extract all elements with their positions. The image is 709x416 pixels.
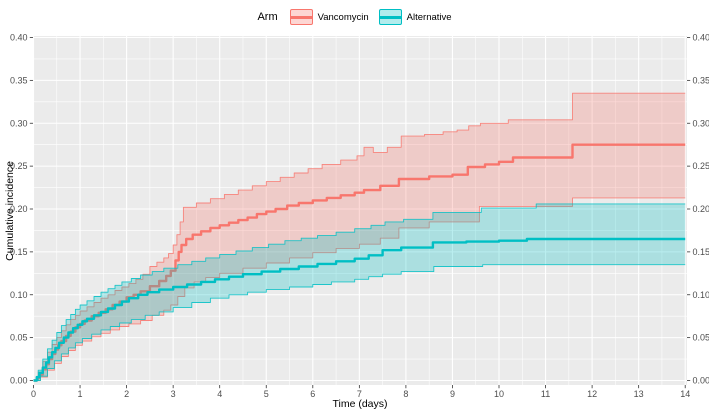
x-tick-label: 3 [171,389,176,399]
upper-ci-line-alternative [33,203,686,381]
lower-ci-line-vancomycin [33,197,686,381]
legend-label-vancomycin: Vancomycin [317,11,369,23]
x-tick-label: 7 [357,389,362,399]
x-tick-label: 6 [310,389,315,399]
estimate-line-alternative [33,237,686,382]
y-axis-title: Cumulative incidence [4,160,16,261]
legend-item-alternative: Alternative [378,9,452,25]
y-tick-label-left: 0.40 [10,33,28,43]
y-tick-label-right: 0.35 [693,75,709,85]
x-tick-label: 13 [634,389,644,399]
y-tick-label-right: 0.05 [693,333,709,343]
axis-ticks-and-labels: 0 1 2 3 4 5 6 7 8 9 10 11 12 13 140.00 0.000.05 0.050.10… [10,33,709,400]
series-vancomycin [33,92,686,382]
y-tick-label-right: 0.00 [693,376,709,386]
x-tick-label: 11 [541,389,550,399]
legend-item-vancomycin: Vancomycin [289,9,369,25]
x-axis-title: Time (days) [332,398,388,410]
vancomycin-swatch-icon [289,9,313,25]
x-tick-label: 8 [403,389,408,399]
y-tick-label-right: 0.40 [693,33,709,43]
upper-ci-line-vancomycin [33,92,686,381]
x-tick-label: 9 [450,389,455,399]
x-tick-label: 14 [680,389,690,399]
x-tick-label: 12 [587,389,597,399]
x-tick-label: 2 [124,389,129,399]
series-alternative [33,203,686,382]
y-tick-label-right: 0.30 [693,118,709,128]
x-tick-label: 4 [217,389,222,399]
y-tick-label-left: 0.15 [10,247,28,257]
confidence-ribbon-alternative [33,203,686,381]
legend-title: Arm [257,11,278,23]
lower-ci-line-alternative [33,264,686,381]
y-tick-label-right: 0.20 [693,204,709,214]
y-tick-label-left: 0.05 [10,333,28,343]
y-tick-label-left: 0.20 [10,204,28,214]
y-tick-label-right: 0.15 [693,247,709,257]
y-tick-label-left: 0.30 [10,118,28,128]
y-tick-label-right: 0.10 [693,290,709,300]
estimate-line-vancomycin [33,143,686,382]
y-tick-label-right: 0.25 [693,161,709,171]
y-tick-label-left: 0.00 [10,376,28,386]
x-tick-label: 10 [494,389,504,399]
x-tick-label: 0 [31,389,36,399]
legend-label-alternative: Alternative [406,11,452,23]
y-tick-label-left: 0.35 [10,75,28,85]
confidence-ribbon-vancomycin [33,93,686,381]
legend: Arm Vancomycin Alternative [0,4,709,30]
x-tick-label: 5 [264,389,269,399]
y-tick-label-left: 0.25 [10,161,28,171]
panel-background [33,36,687,385]
alternative-swatch-icon [378,9,402,25]
y-axis-title-wrap: Cumulative incidence [2,36,18,385]
y-tick-label-left: 0.10 [10,290,28,300]
x-tick-label: 1 [78,389,83,399]
